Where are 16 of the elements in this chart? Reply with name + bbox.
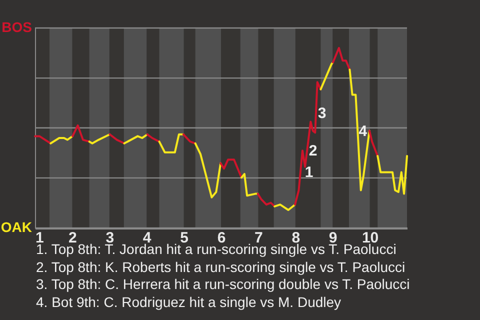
x-tick-label: 7 (254, 230, 263, 246)
text: 4. Bot 9th: C. Rodriguez hit a single vs M. Dudley (36, 294, 342, 311)
ref-line-label: BOS (2, 19, 32, 35)
text: 2. Top 8th: K. Roberts hit a run-scoring single vs T. Paolucci (36, 258, 406, 276)
annotation: 2 (308, 142, 318, 160)
x-tick-label: 6 (217, 230, 226, 246)
annotation: 1 (304, 164, 314, 182)
x-tick-label: 8 (292, 230, 300, 246)
x-tick-label: 2 (68, 230, 77, 246)
ref-line-label: OAK (0, 219, 32, 235)
text: 3. Top 8th: C. Herrera hit a run-scoring double vs T. Paolucci (36, 276, 410, 294)
annotation: 4 (358, 122, 368, 140)
x-tick-label: 5 (180, 230, 188, 246)
x-tick-label: 4 (142, 230, 152, 246)
annotation: 3 (318, 104, 326, 122)
x-tick-label: 10 (362, 230, 379, 246)
